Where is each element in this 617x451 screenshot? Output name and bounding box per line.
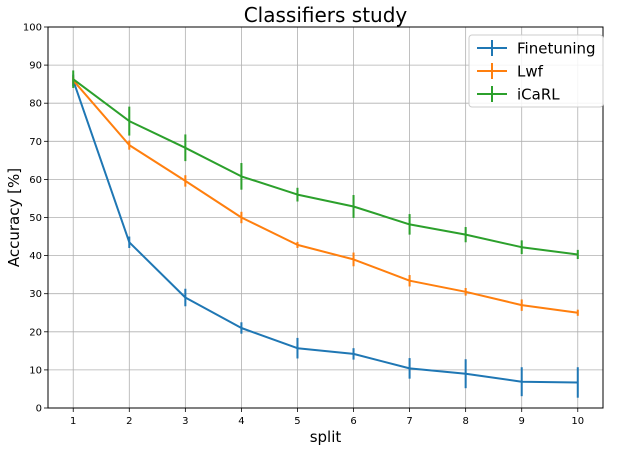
y-tick-label: 10 bbox=[29, 365, 42, 376]
legend-item: Lwf bbox=[477, 63, 544, 81]
series-group bbox=[72, 70, 579, 398]
series-line bbox=[72, 79, 578, 314]
y-tick-label: 50 bbox=[29, 213, 42, 224]
y-tick-label: 30 bbox=[29, 289, 42, 300]
y-axis-title: Accuracy [%] bbox=[5, 168, 23, 267]
y-tick-label: 60 bbox=[29, 175, 42, 186]
x-tick-label: 2 bbox=[126, 416, 132, 427]
series-line bbox=[72, 79, 578, 384]
y-tick-label: 90 bbox=[29, 61, 42, 72]
series-finetuning bbox=[72, 74, 579, 398]
legend-box bbox=[468, 34, 604, 108]
x-tick-label: 10 bbox=[571, 416, 584, 427]
x-tick-label: 8 bbox=[462, 416, 468, 427]
y-tick-label: 70 bbox=[29, 137, 42, 148]
x-axis-title: split bbox=[310, 428, 342, 446]
y-tick-label: 100 bbox=[23, 23, 42, 34]
legend-label: Lwf bbox=[517, 63, 544, 81]
x-tick-label: 7 bbox=[406, 416, 412, 427]
legend: Finetuning Lwf iCaRL bbox=[468, 34, 604, 108]
y-tick-label: 80 bbox=[29, 99, 42, 110]
y-tick-label: 40 bbox=[29, 251, 42, 262]
x-tick-label: 3 bbox=[182, 416, 188, 427]
chart-title: Classifiers study bbox=[244, 3, 408, 27]
x-tick-label: 5 bbox=[294, 416, 300, 427]
y-tick-label: 0 bbox=[36, 404, 42, 415]
series-icarl bbox=[72, 70, 579, 260]
y-tick-label: 20 bbox=[29, 327, 42, 338]
series-lwf bbox=[72, 76, 579, 316]
legend-label: iCaRL bbox=[517, 86, 560, 104]
x-tick-label: 6 bbox=[350, 416, 356, 427]
legend-item: iCaRL bbox=[477, 86, 560, 104]
x-tick-label: 4 bbox=[238, 416, 244, 427]
x-tick-label: 1 bbox=[70, 416, 76, 427]
legend-item: Finetuning bbox=[477, 40, 596, 58]
series-line bbox=[72, 78, 578, 256]
legend-label: Finetuning bbox=[517, 40, 596, 58]
x-tick-label: 9 bbox=[519, 416, 525, 427]
